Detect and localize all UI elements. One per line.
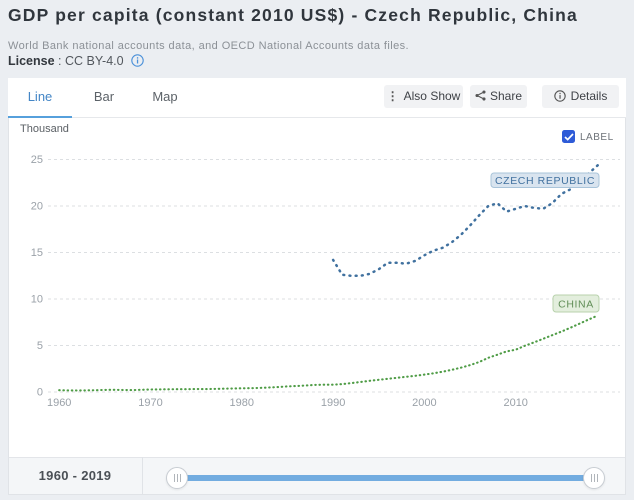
svg-text:10: 10 xyxy=(31,294,43,306)
svg-text:20: 20 xyxy=(31,201,43,213)
svg-text:15: 15 xyxy=(31,247,43,259)
svg-text:1960: 1960 xyxy=(47,397,71,409)
svg-text:0: 0 xyxy=(37,387,43,399)
svg-text:CHINA: CHINA xyxy=(558,299,594,311)
svg-text:2010: 2010 xyxy=(503,397,527,409)
svg-text:25: 25 xyxy=(31,154,43,166)
svg-text:1990: 1990 xyxy=(321,397,345,409)
svg-text:5: 5 xyxy=(37,340,43,352)
svg-text:CZECH REPUBLIC: CZECH REPUBLIC xyxy=(495,175,595,187)
svg-text:1970: 1970 xyxy=(138,397,162,409)
svg-text:1980: 1980 xyxy=(230,397,254,409)
svg-text:2000: 2000 xyxy=(412,397,436,409)
